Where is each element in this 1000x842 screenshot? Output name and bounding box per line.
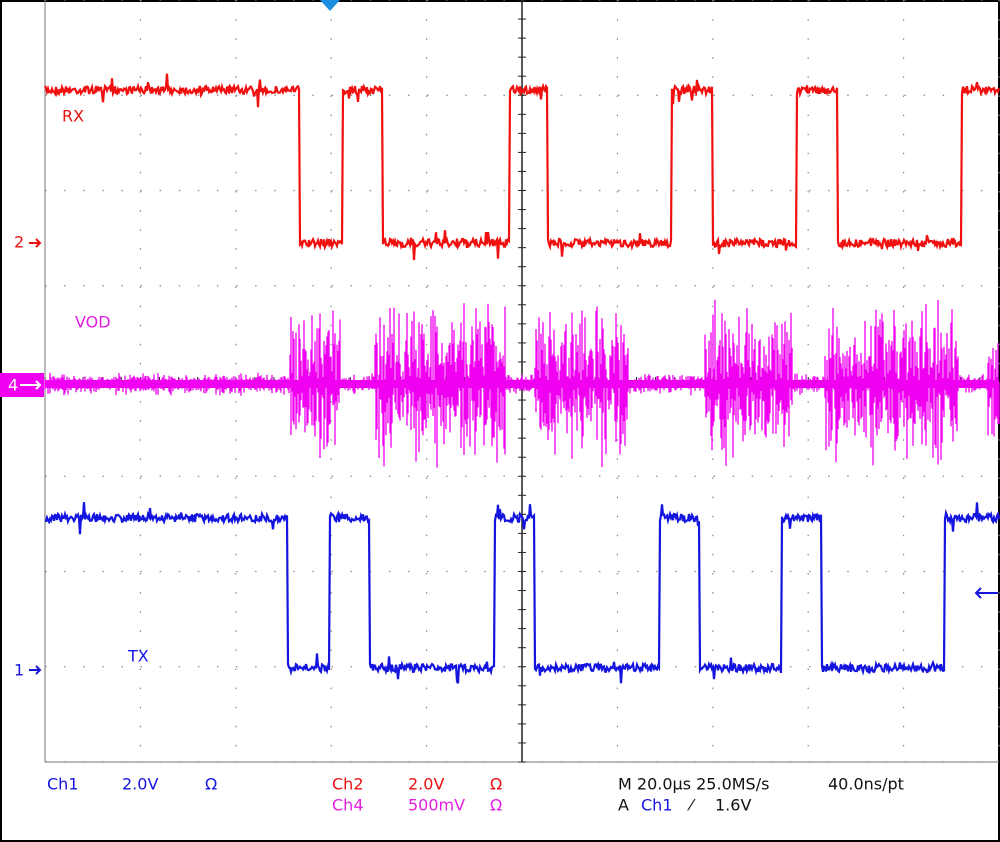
marker-arrow xyxy=(29,665,42,675)
channel-marker: 1 xyxy=(14,661,24,680)
status-text: 500mV xyxy=(408,796,465,815)
status-text: Ch1 xyxy=(47,775,79,794)
trace-label: VOD xyxy=(75,313,111,332)
status-text: ⁄ xyxy=(687,796,696,815)
status-text: 2.0V xyxy=(408,775,444,794)
marker-arrow xyxy=(29,238,42,248)
status-text: 2.0V xyxy=(122,775,158,794)
status-text: Ch1 xyxy=(641,796,673,815)
status-text: Ch4 xyxy=(332,796,364,815)
channel-marker: 4 xyxy=(8,376,18,395)
channel-marker: 2 xyxy=(14,233,24,252)
trace-label: TX xyxy=(127,647,149,666)
status-text: 1.6V xyxy=(715,796,751,815)
status-text: Ω xyxy=(490,796,502,815)
waveform xyxy=(44,502,1000,684)
trace-label: RX xyxy=(62,107,84,126)
marker-arrow xyxy=(20,380,42,390)
trigger-position xyxy=(320,0,340,11)
status-text: M 20.0µs 25.0MS/s xyxy=(618,775,769,794)
status-text: Ch2 xyxy=(332,775,364,794)
status-text: Ω xyxy=(490,775,502,794)
waveform-baseline xyxy=(45,380,999,388)
waveforms xyxy=(43,73,1000,684)
status-text: Ω xyxy=(205,775,217,794)
waveform xyxy=(43,73,1000,261)
trigger-level-arrow xyxy=(974,587,998,599)
status-text: 40.0ns/pt xyxy=(828,775,904,794)
status-text: A xyxy=(618,796,629,815)
